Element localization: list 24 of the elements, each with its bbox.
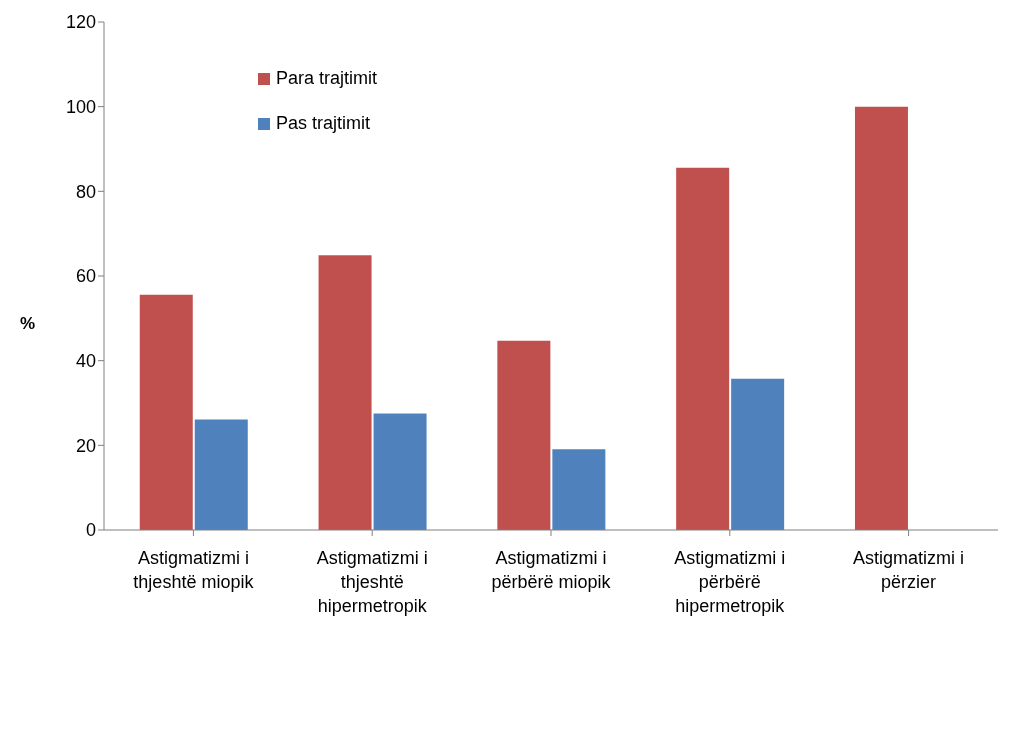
legend-label: Pas trajtimit [276,113,371,134]
y-tick-label: 80 [75,181,96,202]
bar [854,106,908,530]
y-tick-label: 40 [75,351,96,372]
y-tick-label: 60 [75,266,96,287]
legend-label: Para trajtimit [276,68,378,89]
y-tick-label: 0 [85,520,96,541]
bar [676,167,730,530]
bar [139,294,193,530]
x-tick-label: Astigmatizmi i thjeshtë miopik [133,548,255,592]
x-tick-label: Astigmatizmi i përzier [853,548,965,592]
y-tick-label: 120 [65,12,96,33]
bar [497,340,551,530]
bar [318,255,372,530]
x-tick-label: Astigmatizmi i përbërë hipermetropik [674,548,786,616]
bar [373,413,427,530]
y-tick-label: 20 [75,435,96,456]
bar [552,449,606,530]
x-tick-label: Astigmatizmi i përbërë miopik [491,548,612,592]
y-tick-label: 100 [65,97,96,118]
x-tick-label: Astigmatizmi i thjeshtë hipermetropik [316,548,428,616]
bar [194,419,248,530]
bar [731,378,785,530]
y-axis-title: % [20,314,36,334]
